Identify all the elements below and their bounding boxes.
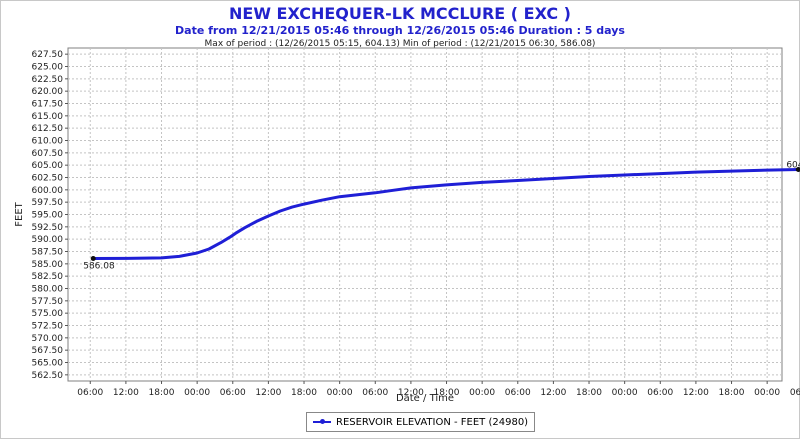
y-tick-label: 615.00 (32, 112, 64, 122)
x-tick-label: 00:00 (469, 388, 495, 398)
x-tick-label: 18:00 (434, 388, 460, 398)
x-tick-label: 06:00 (362, 388, 388, 398)
chart-subtitle: Date from 12/21/2015 05:46 through 12/26… (175, 24, 625, 37)
y-tick-label: 575.00 (32, 309, 64, 319)
max-marker (795, 166, 800, 172)
min-marker (90, 256, 96, 262)
y-tick-label: 605.00 (32, 161, 64, 171)
y-tick-label: 600.00 (32, 186, 64, 196)
y-tick-label: 620.00 (32, 87, 64, 97)
x-tick-label: 06:00 (647, 388, 673, 398)
x-tick-label: 12:00 (683, 388, 709, 398)
y-tick-label: 590.00 (32, 235, 64, 245)
x-tick-label: 18:00 (291, 388, 317, 398)
x-tick-label: 12:00 (255, 388, 281, 398)
y-tick-label: 595.00 (32, 211, 64, 221)
x-tick-label: 06:00 (505, 388, 531, 398)
y-tick-label: 567.50 (32, 346, 64, 356)
x-tick-label: 06:00 (220, 388, 246, 398)
y-tick-label: 625.00 (32, 63, 64, 73)
y-tick-label: 580.00 (32, 285, 64, 295)
legend-label: RESERVOIR ELEVATION - FEET (24980) (336, 416, 529, 428)
y-tick-label: 627.50 (32, 50, 64, 60)
y-tick-label: 577.50 (32, 297, 64, 307)
x-tick-label: 12:00 (398, 388, 424, 398)
y-tick-label: 610.00 (32, 137, 64, 147)
x-tick-label: 12:00 (113, 388, 139, 398)
y-tick-label: 572.50 (32, 322, 64, 332)
y-tick-label: 597.50 (32, 198, 64, 208)
x-tick-label: 18:00 (149, 388, 175, 398)
x-axis-label: Date / Time (396, 393, 454, 404)
x-tick-label: 00:00 (184, 388, 210, 398)
chart-extremes: Max of period : (12/26/2015 05:15, 604.1… (204, 39, 596, 49)
series-line (91, 168, 800, 260)
x-tick-label: 06:00 (77, 388, 103, 398)
x-tick-label: 00:00 (754, 388, 780, 398)
x-tick-label: 18:00 (576, 388, 602, 398)
x-tick-label: 06:00 (790, 388, 800, 398)
y-tick-label: 582.50 (32, 272, 64, 282)
y-tick-label: 602.50 (32, 174, 64, 184)
legend-line-icon (313, 419, 331, 424)
y-tick-label: 562.50 (32, 371, 64, 381)
y-tick-label: 570.00 (32, 334, 64, 344)
chart-title: NEW EXCHEQUER-LK MCCLURE ( EXC ) (229, 4, 571, 23)
y-tick-label: 617.50 (32, 100, 64, 110)
x-tick-label: 00:00 (327, 388, 353, 398)
y-tick-label: 607.50 (32, 149, 64, 159)
y-tick-label: 612.50 (32, 124, 64, 134)
y-axis-label: FEET (14, 201, 25, 226)
x-tick-label: 18:00 (719, 388, 745, 398)
min-label: 586.08 (83, 262, 115, 272)
legend: RESERVOIR ELEVATION - FEET (24980) (306, 412, 536, 432)
y-tick-label: 587.50 (32, 248, 64, 258)
x-tick-label: 00:00 (612, 388, 638, 398)
max-label: 604.13 (786, 160, 800, 170)
y-tick-label: 565.00 (32, 359, 64, 369)
y-tick-label: 622.50 (32, 75, 64, 85)
y-tick-label: 592.50 (32, 223, 64, 233)
y-tick-label: 585.00 (32, 260, 64, 270)
x-tick-label: 12:00 (540, 388, 566, 398)
